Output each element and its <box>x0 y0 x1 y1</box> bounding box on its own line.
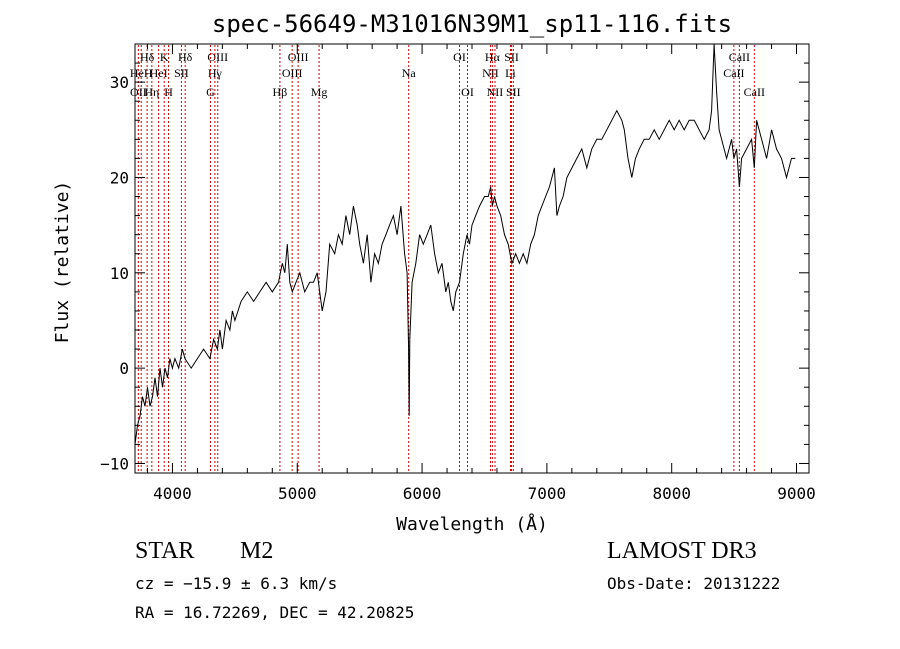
line-label-8: CaII <box>729 50 750 64</box>
x-tick-label-1: 5000 <box>278 484 317 503</box>
line-label-27: CaII <box>744 85 765 99</box>
line-label-14: Na <box>402 66 417 80</box>
x-tick-label-0: 4000 <box>153 484 192 503</box>
line-label-4: OIII <box>288 50 309 64</box>
line-label-24: OI <box>461 85 474 99</box>
y-tick-label-0: −10 <box>100 454 129 473</box>
y-tick-label-2: 10 <box>110 264 129 283</box>
object-class: STAR <box>135 538 195 564</box>
line-label-11: SII <box>174 66 189 80</box>
line-label-18: OII <box>130 85 147 99</box>
line-label-23: Mg <box>311 85 328 99</box>
line-label-20: H <box>164 85 173 99</box>
line-label-15: NII <box>482 66 499 80</box>
line-label-19: Hη <box>144 85 159 99</box>
series-spectrum <box>134 43 796 445</box>
axis-ticks: 4000 5000 6000 7000 8000 9000 −10 0 10 20 30 <box>100 44 816 503</box>
x-tick-label-4: 8000 <box>652 484 691 503</box>
line-label-1: K <box>160 50 169 64</box>
line-label-2: Hδ <box>178 50 193 64</box>
y-tick-label-3: 20 <box>110 168 129 187</box>
plot-frame <box>134 43 810 474</box>
x-tick-label-3: 7000 <box>528 484 567 503</box>
line-label-26: SII <box>506 85 521 99</box>
y-tick-label-1: 0 <box>119 359 129 378</box>
line-label-6: Hα <box>485 50 501 64</box>
line-label-9: HeH <box>130 66 153 80</box>
coordinates: RA = 16.72269, DEC = 42.20825 <box>135 603 415 622</box>
line-label-12: Hγ <box>208 66 223 80</box>
line-label-5: OI <box>453 50 466 64</box>
y-tick-label-4: 30 <box>110 73 129 92</box>
subclass: M2 <box>240 538 274 564</box>
survey-name: LAMOST DR3 <box>607 538 757 564</box>
x-axis-label: Wavelength (Å) <box>396 513 548 535</box>
obs-date: Obs-Date: 20131222 <box>607 574 781 593</box>
line-label-10: HeI <box>150 66 168 80</box>
line-label-21: G <box>206 85 215 99</box>
line-label-7: SII <box>504 50 519 64</box>
y-axis-label: Flux (relative) <box>52 181 73 344</box>
line-label-22: Hβ <box>273 85 288 99</box>
line-label-13: OIII <box>282 66 303 80</box>
x-tick-label-5: 9000 <box>777 484 816 503</box>
chart-title: spec-56649-M31016N39M1_sp11-116.fits <box>212 10 732 38</box>
line-label-0: Hδ <box>140 50 155 64</box>
line-label-3: OIII <box>207 50 228 64</box>
line-label-25: NII <box>487 85 504 99</box>
line-label-16: Li <box>505 66 516 80</box>
series-layer <box>134 43 796 445</box>
velocity: cz = −15.9 ± 6.3 km/s <box>135 574 338 593</box>
line-label-17: CaII <box>723 66 744 80</box>
x-tick-label-2: 6000 <box>403 484 442 503</box>
